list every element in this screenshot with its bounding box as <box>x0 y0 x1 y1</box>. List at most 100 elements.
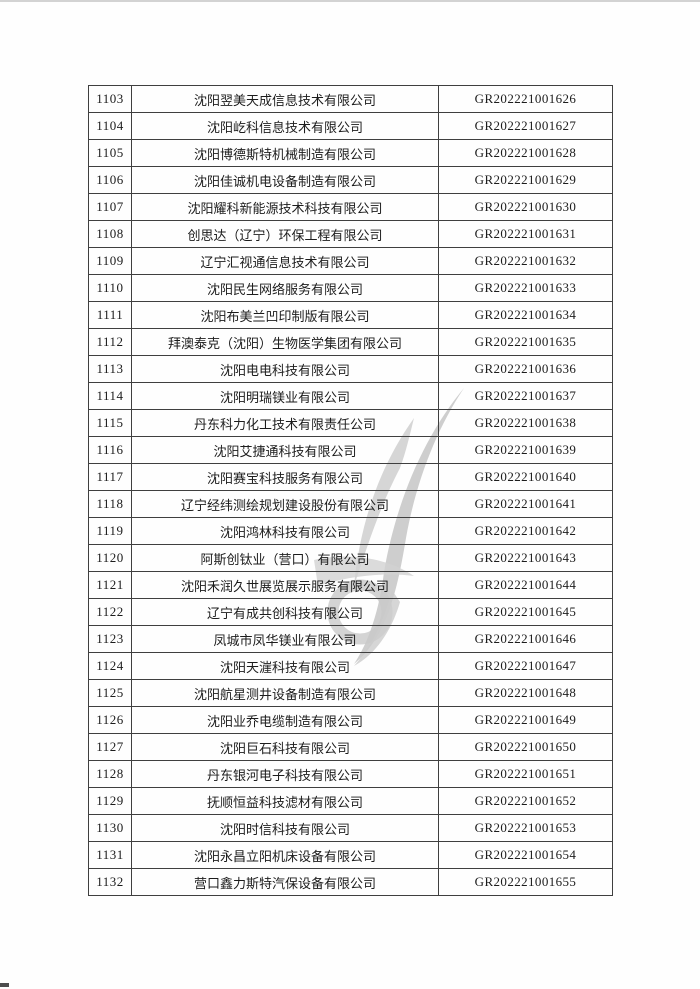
table-row: 1105 沈阳博德斯特机械制造有限公司 GR202221001628 <box>88 139 613 167</box>
row-number-cell: 1113 <box>88 355 132 383</box>
table-row: 1131 沈阳永昌立阳机床设备有限公司 GR202221001654 <box>88 841 613 869</box>
certificate-code-cell: GR202221001626 <box>438 85 613 113</box>
company-name-cell: 沈阳天漄科技有限公司 <box>131 652 439 680</box>
company-name-cell: 沈阳时信科技有限公司 <box>131 814 439 842</box>
certificate-code-cell: GR202221001645 <box>438 598 613 626</box>
certificate-code-cell: GR202221001636 <box>438 355 613 383</box>
company-name-cell: 沈阳屹科信息技术有限公司 <box>131 112 439 140</box>
company-name-cell: 沈阳耀科新能源技术科技有限公司 <box>131 193 439 221</box>
company-name-cell: 沈阳艾捷通科技有限公司 <box>131 436 439 464</box>
table-row: 1107 沈阳耀科新能源技术科技有限公司 GR202221001630 <box>88 193 613 221</box>
certificate-code-cell: GR202221001644 <box>438 571 613 599</box>
table-row: 1121 沈阳禾润久世展览展示服务有限公司 GR202221001644 <box>88 571 613 599</box>
company-name-cell: 沈阳鸿林科技有限公司 <box>131 517 439 545</box>
table-row: 1126 沈阳业乔电缆制造有限公司 GR202221001649 <box>88 706 613 734</box>
certificate-code-cell: GR202221001633 <box>438 274 613 302</box>
row-number-cell: 1118 <box>88 490 132 518</box>
page-top-edge-line <box>0 0 700 2</box>
certificate-code-cell: GR202221001639 <box>438 436 613 464</box>
certificate-code-cell: GR202221001627 <box>438 112 613 140</box>
row-number-cell: 1128 <box>88 760 132 788</box>
company-name-cell: 沈阳翌美天成信息技术有限公司 <box>131 85 439 113</box>
company-name-cell: 凤城市凤华镁业有限公司 <box>131 625 439 653</box>
row-number-cell: 1130 <box>88 814 132 842</box>
page-corner-mark <box>0 983 9 987</box>
company-name-cell: 沈阳佳诚机电设备制造有限公司 <box>131 166 439 194</box>
company-name-cell: 沈阳明瑞镁业有限公司 <box>131 382 439 410</box>
table-row: 1116 沈阳艾捷通科技有限公司 GR202221001639 <box>88 436 613 464</box>
company-name-cell: 创思达（辽宁）环保工程有限公司 <box>131 220 439 248</box>
company-name-cell: 辽宁有成共创科技有限公司 <box>131 598 439 626</box>
table-row: 1114 沈阳明瑞镁业有限公司 GR202221001637 <box>88 382 613 410</box>
row-number-cell: 1123 <box>88 625 132 653</box>
row-number-cell: 1122 <box>88 598 132 626</box>
certificate-code-cell: GR202221001630 <box>438 193 613 221</box>
table-row: 1111 沈阳布美兰凹印制版有限公司 GR202221001634 <box>88 301 613 329</box>
company-name-cell: 拜澳泰克（沈阳）生物医学集团有限公司 <box>131 328 439 356</box>
certificate-code-cell: GR202221001640 <box>438 463 613 491</box>
row-number-cell: 1114 <box>88 382 132 410</box>
certificate-code-cell: GR202221001638 <box>438 409 613 437</box>
company-name-cell: 沈阳巨石科技有限公司 <box>131 733 439 761</box>
company-name-cell: 沈阳航星测井设备制造有限公司 <box>131 679 439 707</box>
certificate-code-cell: GR202221001647 <box>438 652 613 680</box>
certificate-code-cell: GR202221001635 <box>438 328 613 356</box>
table-row: 1123 凤城市凤华镁业有限公司 GR202221001646 <box>88 625 613 653</box>
certificate-code-cell: GR202221001653 <box>438 814 613 842</box>
row-number-cell: 1116 <box>88 436 132 464</box>
row-number-cell: 1120 <box>88 544 132 572</box>
certificate-code-cell: GR202221001651 <box>438 760 613 788</box>
table-body: 1103 沈阳翌美天成信息技术有限公司 GR202221001626 1104 … <box>88 85 613 896</box>
company-name-cell: 沈阳博德斯特机械制造有限公司 <box>131 139 439 167</box>
row-number-cell: 1131 <box>88 841 132 869</box>
table-row: 1127 沈阳巨石科技有限公司 GR202221001650 <box>88 733 613 761</box>
certification-table: 1103 沈阳翌美天成信息技术有限公司 GR202221001626 1104 … <box>88 85 613 896</box>
company-name-cell: 辽宁经纬测绘规划建设股份有限公司 <box>131 490 439 518</box>
row-number-cell: 1126 <box>88 706 132 734</box>
table-row: 1125 沈阳航星测井设备制造有限公司 GR202221001648 <box>88 679 613 707</box>
table-row: 1108 创思达（辽宁）环保工程有限公司 GR202221001631 <box>88 220 613 248</box>
row-number-cell: 1127 <box>88 733 132 761</box>
row-number-cell: 1115 <box>88 409 132 437</box>
row-number-cell: 1103 <box>88 85 132 113</box>
certificate-code-cell: GR202221001637 <box>438 382 613 410</box>
certificate-code-cell: GR202221001646 <box>438 625 613 653</box>
row-number-cell: 1129 <box>88 787 132 815</box>
table-row: 1119 沈阳鸿林科技有限公司 GR202221001642 <box>88 517 613 545</box>
table-row: 1132 营口鑫力斯特汽保设备有限公司 GR202221001655 <box>88 868 613 896</box>
company-name-cell: 沈阳业乔电缆制造有限公司 <box>131 706 439 734</box>
table-row: 1104 沈阳屹科信息技术有限公司 GR202221001627 <box>88 112 613 140</box>
company-name-cell: 丹东科力化工技术有限责任公司 <box>131 409 439 437</box>
table-row: 1112 拜澳泰克（沈阳）生物医学集团有限公司 GR202221001635 <box>88 328 613 356</box>
row-number-cell: 1112 <box>88 328 132 356</box>
row-number-cell: 1108 <box>88 220 132 248</box>
certificate-code-cell: GR202221001650 <box>438 733 613 761</box>
certificate-code-cell: GR202221001649 <box>438 706 613 734</box>
row-number-cell: 1119 <box>88 517 132 545</box>
certificate-code-cell: GR202221001634 <box>438 301 613 329</box>
company-name-cell: 沈阳永昌立阳机床设备有限公司 <box>131 841 439 869</box>
table-row: 1130 沈阳时信科技有限公司 GR202221001653 <box>88 814 613 842</box>
row-number-cell: 1109 <box>88 247 132 275</box>
certificate-code-cell: GR202221001654 <box>438 841 613 869</box>
row-number-cell: 1105 <box>88 139 132 167</box>
table-row: 1113 沈阳电电科技有限公司 GR202221001636 <box>88 355 613 383</box>
company-name-cell: 抚顺恒益科技滤材有限公司 <box>131 787 439 815</box>
table-row: 1124 沈阳天漄科技有限公司 GR202221001647 <box>88 652 613 680</box>
company-name-cell: 辽宁汇视通信息技术有限公司 <box>131 247 439 275</box>
certificate-code-cell: GR202221001641 <box>438 490 613 518</box>
row-number-cell: 1124 <box>88 652 132 680</box>
table-row: 1122 辽宁有成共创科技有限公司 GR202221001645 <box>88 598 613 626</box>
company-name-cell: 阿斯创钛业（营口）有限公司 <box>131 544 439 572</box>
table-row: 1106 沈阳佳诚机电设备制造有限公司 GR202221001629 <box>88 166 613 194</box>
table-row: 1103 沈阳翌美天成信息技术有限公司 GR202221001626 <box>88 85 613 113</box>
certificate-code-cell: GR202221001629 <box>438 166 613 194</box>
company-name-cell: 沈阳赛宝科技服务有限公司 <box>131 463 439 491</box>
row-number-cell: 1111 <box>88 301 132 329</box>
table-row: 1117 沈阳赛宝科技服务有限公司 GR202221001640 <box>88 463 613 491</box>
certificate-code-cell: GR202221001642 <box>438 517 613 545</box>
company-name-cell: 丹东银河电子科技有限公司 <box>131 760 439 788</box>
company-name-cell: 沈阳电电科技有限公司 <box>131 355 439 383</box>
row-number-cell: 1121 <box>88 571 132 599</box>
company-name-cell: 营口鑫力斯特汽保设备有限公司 <box>131 868 439 896</box>
